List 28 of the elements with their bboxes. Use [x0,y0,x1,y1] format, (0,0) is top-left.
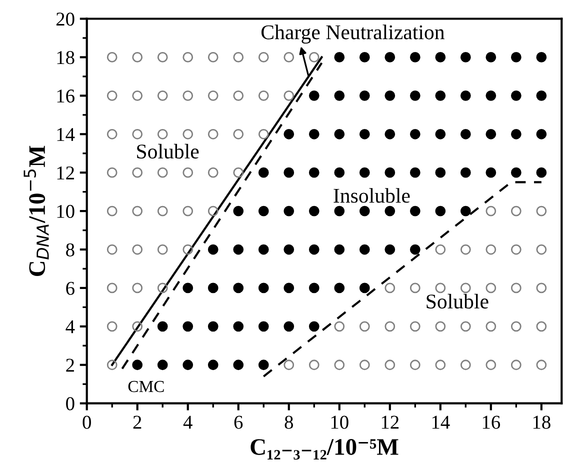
annotation: Soluble [137,144,199,159]
y-tick-label: 4 [66,320,75,334]
annotation: Soluble [426,294,488,309]
y-tick-label: 6 [66,282,74,295]
x-tick-label: 18 [533,416,550,429]
x-tick-label: 12 [382,416,399,429]
y-axis-title: C$_{DNA}$/10$^{−5}$M [24,146,49,276]
x-axis-title: C₁₂₋₃₋₁₂/10⁻⁵M [250,439,398,460]
x-tick-label: 0 [82,416,91,429]
x-tick-label: 4 [183,416,192,429]
annotation: Charge Neutralization [262,24,444,44]
y-tick-label: 0 [66,397,74,410]
x-tick-label: 10 [331,416,348,429]
y-tick-label: 8 [66,243,74,256]
y-tick-label: 14 [57,128,75,141]
x-tick-label: 6 [234,416,243,429]
x-tick-label: 14 [432,416,450,429]
x-tick-label: 2 [133,416,142,429]
y-tick-label: 20 [56,12,74,26]
y-tick-label: 2 [66,358,74,372]
annotation: CMC [128,380,164,392]
y-tick-label: 10 [57,204,74,218]
y-tick-label: 16 [57,90,74,103]
annotation: Insoluble [334,188,410,203]
x-tick-label: 16 [482,416,500,429]
y-tick-label: 18 [57,51,74,64]
x-tick-label: 8 [284,416,294,429]
y-tick-label: 12 [57,166,74,180]
